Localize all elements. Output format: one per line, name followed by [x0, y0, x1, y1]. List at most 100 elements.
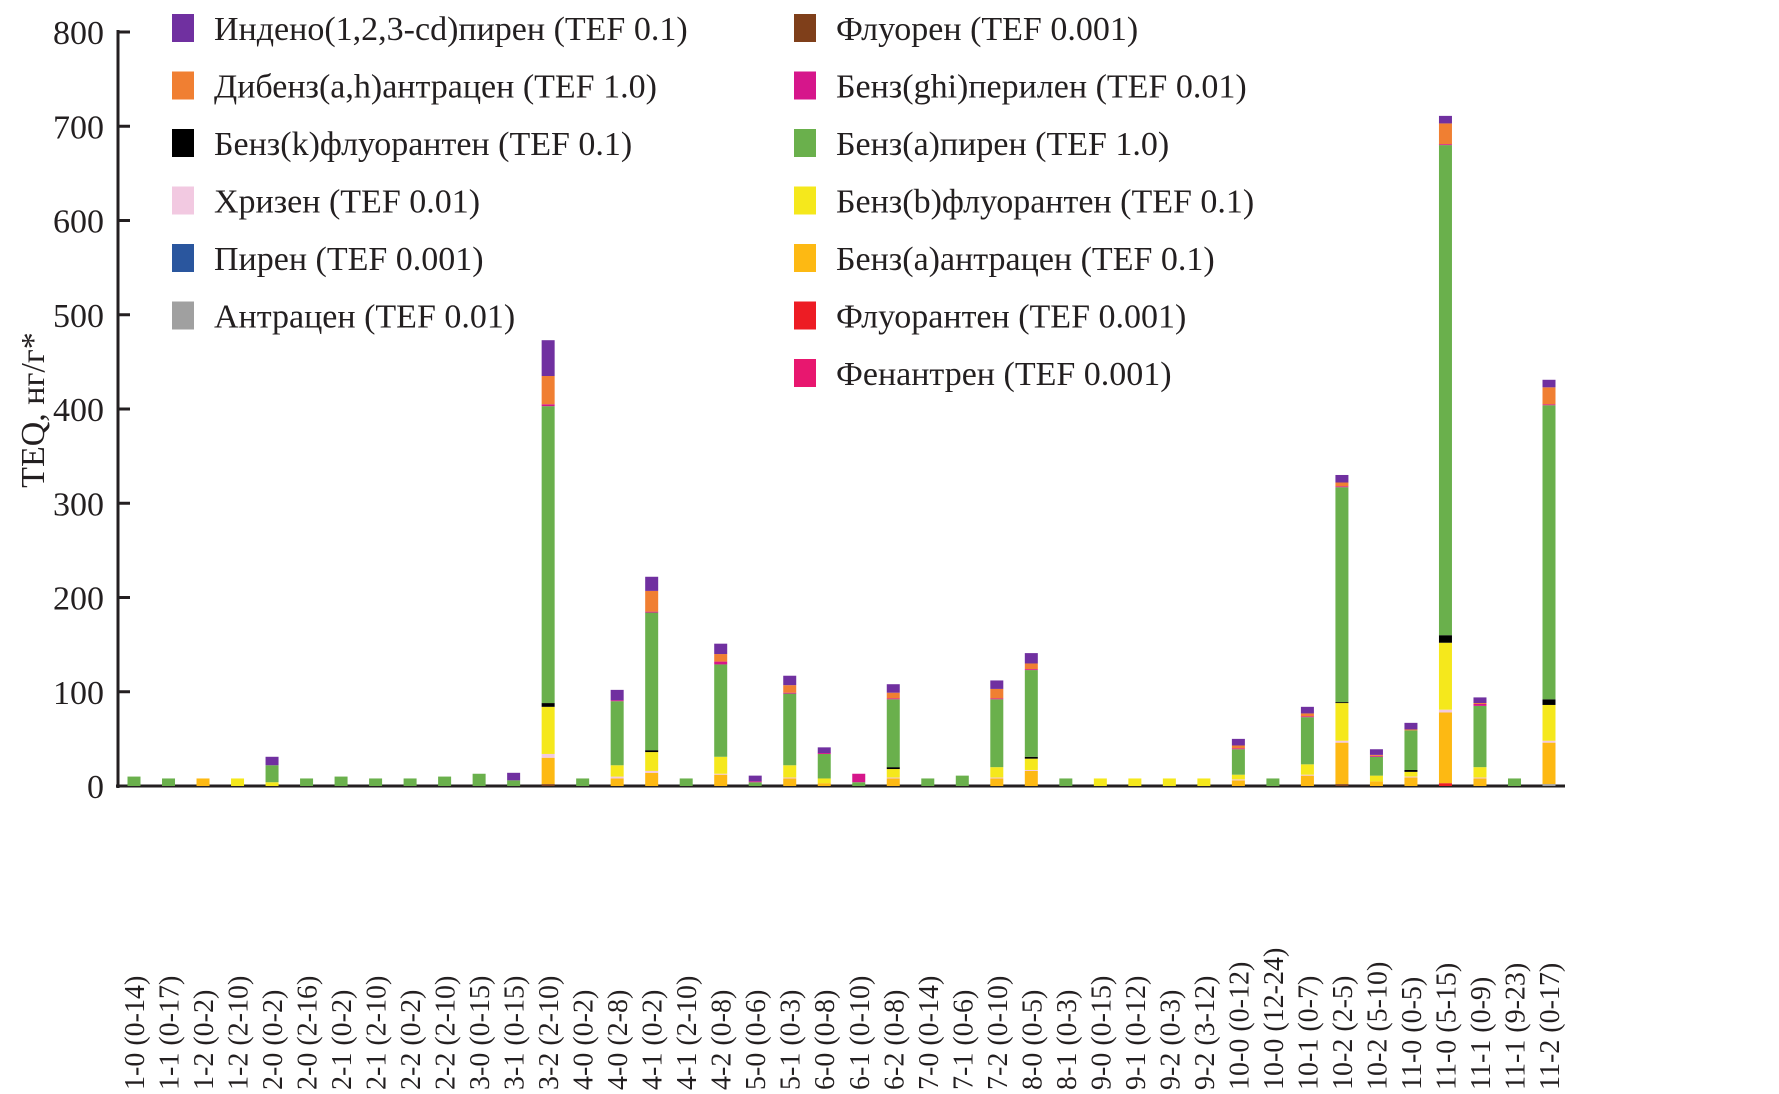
bar-segment	[1473, 767, 1487, 778]
bar-segment	[196, 778, 210, 786]
bar-segment	[1369, 756, 1383, 776]
legend-item: Антрацен (TEF 0.01)	[172, 299, 515, 336]
x-tick-label: 3-0 (0-15)	[465, 976, 496, 1090]
bar-segment	[886, 698, 900, 700]
bar-stack	[1335, 474, 1349, 786]
bar-stack	[403, 778, 417, 786]
x-tick-label: 10-0 (0-12)	[1224, 962, 1255, 1090]
bar-segment	[714, 661, 728, 665]
bar-segment	[1335, 486, 1349, 488]
bar-segment	[886, 778, 900, 786]
x-tick-label: 11-1 (9-23)	[1500, 963, 1531, 1090]
bar-segment	[1438, 144, 1452, 146]
x-tick-label: 2-1 (0-2)	[327, 990, 358, 1090]
x-tick-label: 2-2 (2-10)	[431, 976, 462, 1090]
bar-segment	[334, 776, 348, 786]
x-tick-label: 6-2 (0-8)	[879, 990, 910, 1090]
legend-item: Пирен (TEF 0.001)	[172, 241, 484, 278]
bar-stack	[817, 747, 831, 786]
y-tick-label: 0	[87, 769, 104, 806]
legend-label: Хризен (TEF 0.01)	[214, 184, 480, 221]
bar-segment	[817, 753, 831, 754]
bar-segment	[1473, 705, 1487, 768]
bar-stack	[886, 684, 900, 786]
bar-segment	[645, 750, 659, 753]
legend-label: Бенз(b)флуорантен (TEF 0.1)	[836, 184, 1254, 221]
bar-segment	[852, 773, 866, 783]
x-tick-label: 7-0 (0-14)	[914, 976, 945, 1090]
bar-segment	[610, 701, 624, 766]
bar-segment	[1438, 115, 1452, 124]
bar-stack	[369, 778, 383, 786]
bar-segment	[541, 706, 555, 754]
bar-segment	[1404, 776, 1418, 778]
bar-stack	[1507, 778, 1521, 786]
x-tick-label: 11-0 (5-15)	[1431, 963, 1462, 1090]
bar-segment	[265, 765, 279, 783]
bar-segment	[921, 778, 935, 786]
x-tick-label: 8-1 (0-3)	[1052, 990, 1083, 1090]
y-tick-label: 700	[53, 109, 104, 146]
legend-item: Бенз(b)флуорантен (TEF 0.1)	[794, 184, 1254, 221]
bar-segment	[1059, 778, 1073, 786]
bar-segment	[714, 756, 728, 774]
bar-segment	[1231, 780, 1245, 786]
bar-segment	[886, 684, 900, 693]
x-tick-label: 10-2 (2-5)	[1328, 976, 1359, 1090]
legend-label: Бенз(k)флуорантен (TEF 0.1)	[214, 126, 632, 163]
bar-segment	[955, 775, 969, 786]
bar-segment	[1231, 745, 1245, 749]
bar-segment	[1300, 775, 1314, 786]
bar-segment	[1369, 749, 1383, 755]
bar-segment	[1438, 642, 1452, 710]
bar-segment	[817, 778, 831, 784]
bar-segment	[541, 784, 555, 786]
bar-segment	[783, 685, 797, 693]
bar-segment	[1335, 740, 1349, 743]
bar-stack	[1059, 778, 1073, 786]
bar-segment	[990, 777, 1004, 779]
bar-segment	[1473, 704, 1487, 706]
legend-swatch	[794, 359, 816, 387]
legend-swatch	[172, 129, 194, 157]
bar-segment	[645, 772, 659, 786]
bar-segment	[541, 376, 555, 405]
bar-segment	[1404, 777, 1418, 786]
bar-segment	[1438, 635, 1452, 643]
bar-segment	[748, 775, 762, 782]
bar-segment	[610, 765, 624, 777]
y-ticks: 0 100 200 300 400 500 600 700 800	[53, 15, 130, 806]
bar-segment	[1335, 784, 1349, 786]
bar-stack	[955, 775, 969, 786]
y-tick-label: 100	[53, 675, 104, 712]
bar-segment	[886, 692, 900, 699]
x-tick-label: 6-0 (0-8)	[810, 990, 841, 1090]
bar-segment	[541, 703, 555, 707]
bar-segment	[645, 590, 659, 612]
x-tick-label: 1-1 (0-17)	[155, 976, 186, 1090]
x-tick-label: 7-1 (0-6)	[948, 990, 979, 1090]
bar-segment	[1335, 487, 1349, 703]
bar-segment	[817, 753, 831, 779]
bar-segment	[1266, 778, 1280, 786]
legend-label: Бенз(ghi)перилен (TEF 0.01)	[836, 69, 1247, 106]
x-tick-label: 11-0 (0-5)	[1397, 977, 1428, 1090]
bar-segment	[1231, 738, 1245, 746]
bar-segment	[1128, 778, 1142, 786]
bar-segment	[1024, 756, 1038, 759]
bar-segment	[610, 700, 624, 702]
legend-item: Флуорантен (TEF 0.001)	[794, 299, 1186, 336]
x-tick-label: 4-2 (0-8)	[707, 990, 738, 1090]
bar-segment	[1335, 703, 1349, 741]
bar-segment	[1542, 740, 1556, 743]
bar-segment	[714, 654, 728, 662]
legend-item: Бенз(ghi)перилен (TEF 0.01)	[794, 69, 1247, 106]
x-tick-label: 4-0 (0-2)	[569, 990, 600, 1090]
bar-segment	[783, 692, 797, 694]
bar-segment	[300, 778, 314, 786]
bar-segment	[1300, 706, 1314, 714]
bar-stack	[645, 576, 659, 786]
bar-segment	[1438, 712, 1452, 784]
legend-label: Антрацен (TEF 0.01)	[214, 299, 515, 336]
bar-segment	[1542, 742, 1556, 785]
